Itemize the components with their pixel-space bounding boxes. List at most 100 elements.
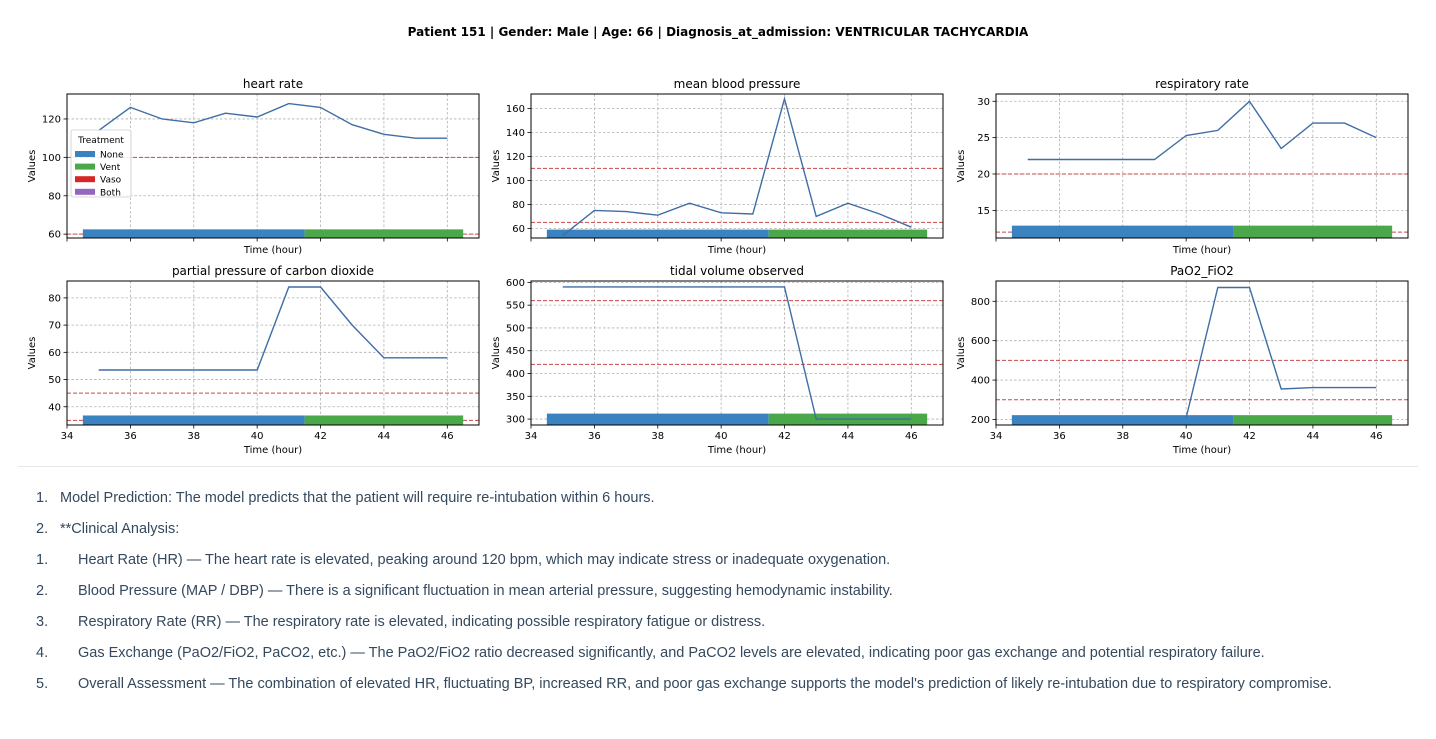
y-tick-label: 40 [48, 402, 61, 413]
y-tick-label: 30 [977, 97, 990, 108]
treatment-band-vent [1233, 225, 1393, 238]
x-tick-label: 42 [1243, 431, 1256, 442]
y-tick-label: 20 [977, 170, 990, 181]
analysis-item-number: 1. [36, 552, 49, 568]
panel-partial-pressure-of-carbon-dioxide: partial pressure of carbon dioxide 40 50 60… [27, 264, 480, 456]
y-tick-label: 60 [48, 230, 61, 241]
y-tick-label: 550 [506, 301, 525, 312]
x-tick-label: 42 [778, 431, 791, 442]
x-tick-label: 40 [715, 431, 728, 442]
y-axis-label: Values [956, 150, 967, 183]
y-tick-label: 15 [977, 206, 990, 217]
y-tick-label: 400 [971, 376, 990, 387]
analysis-item-number: 3. [36, 614, 49, 630]
panel-title: respiratory rate [1155, 77, 1249, 91]
treatment-band-vent [304, 229, 464, 238]
legend-label-none: None [100, 151, 124, 161]
treatment-band-vent [768, 229, 928, 238]
treatment-band-vent [304, 415, 464, 425]
y-axis-label: Values [491, 150, 502, 183]
y-tick-label: 100 [42, 153, 61, 164]
panel-title: tidal volume observed [670, 264, 804, 278]
analysis-item-number: 1. [36, 490, 49, 506]
analysis-item-text: Heart Rate (HR) — The heart rate is elev… [78, 552, 891, 568]
treatment-band-none [82, 229, 305, 238]
series-line [1185, 286, 1377, 418]
series-line [562, 96, 912, 237]
axes-frame [66, 280, 480, 426]
axes-frame [530, 93, 944, 239]
x-axis-label: Time (hour) [707, 245, 766, 256]
y-tick-label: 400 [506, 369, 525, 380]
treatment-legend: Treatment None Vent Vaso Both [70, 129, 132, 198]
y-tick-label: 160 [506, 104, 525, 115]
x-axis-label: Time (hour) [243, 445, 302, 456]
analysis-item-text: Gas Exchange (PaO2/FiO2, PaCO2, etc.) — … [78, 645, 1265, 661]
y-tick-label: 350 [506, 392, 525, 403]
analysis-item-text: Model Prediction: The model predicts tha… [60, 490, 655, 506]
x-axis-label: Time (hour) [243, 245, 302, 256]
x-tick-label: 44 [378, 431, 391, 442]
legend-label-vaso: Vaso [100, 176, 122, 186]
x-tick-label: 34 [525, 431, 538, 442]
x-tick-label: 38 [651, 431, 664, 442]
y-tick-label: 600 [971, 336, 990, 347]
analysis-item-number: 2. [36, 583, 49, 599]
panel-respiratory-rate: respiratory rate 15 20 25 30 Time (hour) Value… [956, 77, 1409, 256]
panel-title: partial pressure of carbon dioxide [172, 264, 374, 278]
y-tick-label: 80 [48, 293, 61, 304]
analysis-item-number: 2. [36, 521, 49, 537]
x-tick-label: 40 [1180, 431, 1193, 442]
y-tick-label: 25 [977, 133, 990, 144]
y-tick-label: 300 [506, 415, 525, 426]
y-tick-label: 800 [971, 297, 990, 308]
x-tick-label: 44 [842, 431, 855, 442]
treatment-band-none [1011, 415, 1234, 425]
x-tick-label: 36 [588, 431, 601, 442]
figure-suptitle: Patient 151 | Gender: Male | Age: 66 | D… [408, 25, 1029, 40]
y-tick-label: 120 [506, 152, 525, 163]
y-tick-label: 600 [506, 278, 525, 289]
panel-heart-rate: heart rate 60 80 100 120 Time (hour) Values Tre… [27, 77, 480, 256]
y-axis-label: Values [27, 337, 38, 370]
x-tick-label: 38 [1116, 431, 1129, 442]
analysis-item-text: **Clinical Analysis: [60, 521, 180, 537]
x-tick-label: 34 [61, 431, 74, 442]
y-axis-label: Values [27, 150, 38, 183]
analysis-item-text: Respiratory Rate (RR) — The respiratory … [78, 614, 766, 630]
y-tick-label: 50 [48, 375, 61, 386]
axes-frame [66, 93, 480, 239]
panel-title: heart rate [243, 77, 303, 91]
panel-pao2-fio2: PaO2_FiO2 200 400 600 800 34 36 38 40 42 44 46 Time … [956, 264, 1409, 456]
plot-area [531, 281, 943, 425]
y-tick-label: 60 [512, 224, 525, 235]
x-tick-label: 42 [314, 431, 327, 442]
legend-swatch-vaso [75, 176, 95, 183]
x-axis-label: Time (hour) [1172, 245, 1231, 256]
vitals-figure: Patient 151 | Gender: Male | Age: 66 | D… [27, 25, 1409, 456]
axes-frame [995, 93, 1409, 239]
x-tick-label: 44 [1307, 431, 1320, 442]
plot-area [67, 94, 479, 238]
plot-area [531, 94, 943, 238]
plot-area [996, 94, 1408, 238]
y-axis-label: Values [956, 337, 967, 370]
legend-title: Treatment [77, 136, 124, 146]
y-tick-label: 70 [48, 321, 61, 332]
treatment-band-none [1011, 225, 1234, 238]
x-axis-label: Time (hour) [707, 445, 766, 456]
treatment-band-none [546, 413, 769, 425]
axes-frame [995, 280, 1409, 426]
panel-mean-blood-pressure: mean blood pressure 60 80 100 120 140 160 Time … [491, 77, 944, 256]
x-axis-label: Time (hour) [1172, 445, 1231, 456]
x-tick-label: 38 [187, 431, 200, 442]
panel-tidal-volume-observed: tidal volume observed 300 350 400 450 500 550 6… [491, 264, 944, 456]
analysis-item-text: Blood Pressure (MAP / DBP) — There is a … [78, 583, 893, 599]
legend-label-vent: Vent [100, 163, 121, 173]
y-tick-label: 140 [506, 128, 525, 139]
y-tick-label: 200 [971, 415, 990, 426]
x-tick-label: 46 [1370, 431, 1383, 442]
y-axis-label: Values [491, 337, 502, 370]
series-line [1027, 100, 1377, 161]
legend-swatch-none [75, 151, 95, 157]
